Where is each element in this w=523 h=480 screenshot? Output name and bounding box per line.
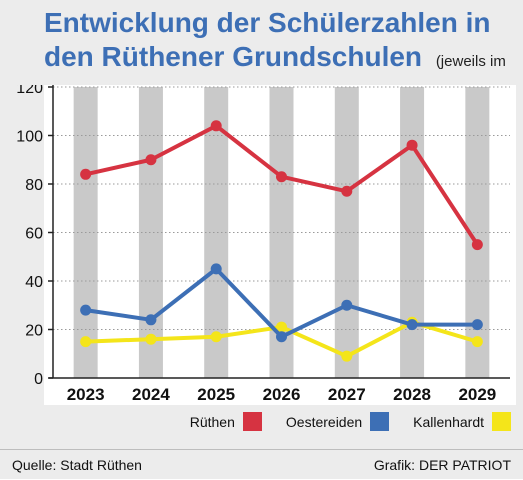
y-tick-label: 120 (16, 85, 43, 97)
category-band (400, 87, 425, 378)
category-band (204, 87, 229, 378)
category-band (138, 87, 163, 378)
legend-label: Rüthen (189, 413, 235, 430)
source-note: Quelle: Stadt Rüthen (12, 457, 142, 473)
y-tick-label: 40 (25, 274, 43, 291)
data-point (210, 263, 222, 275)
x-tick-label: 2024 (132, 385, 170, 404)
y-tick-label: 60 (25, 226, 43, 243)
legend-item: Kallenhardt (413, 412, 511, 431)
legend-swatch (492, 412, 511, 431)
data-point (406, 139, 418, 151)
data-point (406, 319, 418, 331)
x-tick-label: 2027 (328, 385, 366, 404)
data-point (145, 333, 157, 345)
legend-item: Oestereiden (285, 412, 390, 431)
chart-title-block: Entwicklung der Schülerzahlen in den Rüt… (44, 6, 514, 118)
data-point (471, 336, 483, 348)
x-tick-label: 2028 (393, 385, 431, 404)
legend-label: Oestereiden (285, 413, 363, 430)
data-point (80, 336, 92, 348)
y-tick-label: 100 (16, 129, 43, 146)
x-tick-label: 2023 (67, 385, 105, 404)
legend-swatch (242, 412, 262, 431)
y-tick-label: 20 (25, 323, 43, 340)
credit-note: Grafik: DER PATRIOT (373, 457, 511, 473)
footer: Quelle: Stadt Rüthen Grafik: DER PATRIOT (0, 449, 523, 480)
legend-label: Kallenhardt (413, 413, 484, 430)
data-point (471, 239, 483, 251)
category-band (334, 87, 359, 378)
data-point (276, 171, 287, 183)
data-point (210, 120, 222, 132)
line-chart: 0 20 40 60 80 100 120 2023 2024 2025 2026 2027 2028 2… (16, 85, 516, 405)
y-tick-label: 80 (25, 177, 43, 194)
data-point (80, 168, 92, 180)
legend-item: Rüthen (190, 412, 262, 431)
data-point (471, 319, 483, 331)
data-point (80, 304, 92, 316)
data-point (145, 154, 157, 166)
data-point (276, 321, 287, 333)
legend-swatch (370, 412, 390, 431)
data-point (341, 299, 353, 311)
legend: Rüthen Oestereiden Kallenhardt (176, 412, 511, 431)
data-point (276, 331, 287, 343)
x-tick-label: 2026 (263, 385, 301, 404)
y-tick-label: 0 (34, 371, 43, 388)
x-tick-label: 2025 (197, 385, 235, 404)
chart-title: Entwicklung der Schülerzahlen in den Rüt… (44, 7, 491, 72)
x-tick-label: 2029 (458, 385, 496, 404)
data-point (210, 331, 222, 343)
data-point (145, 314, 157, 326)
data-point (341, 185, 353, 197)
data-point (341, 350, 353, 362)
